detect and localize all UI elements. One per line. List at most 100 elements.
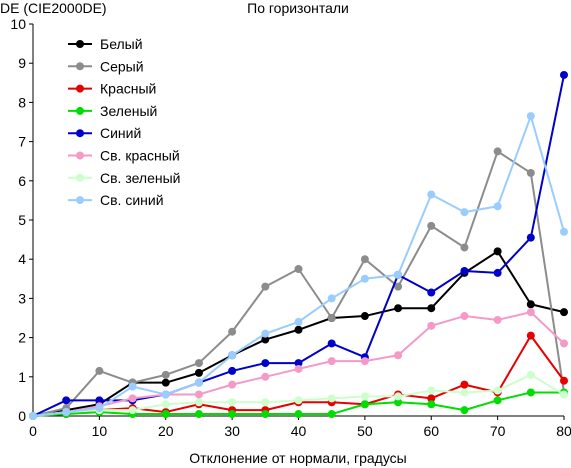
legend: Белый Серый Красный Зеленый Синий Св. красный… [68,36,180,208]
data-point [161,400,170,409]
series-line [32,150,565,417]
data-point [526,370,535,379]
data-point [460,312,469,321]
data-point [526,112,535,121]
data-point [261,282,270,291]
data-point [360,357,369,366]
data-point [427,321,436,330]
data-point [261,335,270,344]
data-point [128,406,137,415]
data-point [228,327,237,336]
axes: 0 1 2 3 4 5 6 7 8 9 10 0 10 20 30 40 50 60 70 80 [10,16,571,439]
data-point [29,412,37,420]
legend-entry: Белый [68,36,143,52]
data-point [95,366,104,375]
y-tick-label: 10 [10,16,26,32]
chart-title: По горизонтали [247,0,349,16]
series-7 [29,370,568,420]
data-point [427,400,436,409]
legend-label: Зеленый [100,103,157,119]
data-point [327,339,336,348]
y-tick-label: 1 [18,369,26,385]
data-point [194,390,203,399]
data-point [560,339,568,348]
data-point [261,398,270,407]
data-point [493,396,502,405]
data-point [427,221,436,230]
data-point [560,227,568,236]
x-tick-label: 60 [423,423,439,439]
data-point [493,147,502,156]
data-point [427,386,436,395]
data-point [294,410,303,419]
data-point [161,390,170,399]
legend-marker [76,151,84,160]
data-point [228,366,237,375]
data-point [526,308,535,317]
x-tick-label: 10 [92,423,108,439]
x-axis-title: Отклонение от нормали, градусы [189,450,406,466]
x-tick-label: 80 [556,423,571,439]
x-tick-label: 20 [158,423,174,439]
data-point [560,70,568,79]
data-point [194,398,203,407]
data-point [194,359,203,368]
data-point [427,288,436,297]
legend-marker [76,62,84,71]
data-point [228,410,237,419]
data-point [460,243,469,252]
data-point [62,396,71,405]
legend-label: Синий [100,125,141,141]
data-point [427,394,436,403]
data-point [194,368,203,377]
data-point [327,410,336,419]
data-point [493,247,502,256]
data-point [360,312,369,321]
data-point [560,376,568,385]
legend-label: Св. зеленый [100,170,180,186]
y-tick-label: 3 [18,290,26,306]
series-2 [29,147,568,420]
legend-marker [76,40,84,48]
legend-label: Серый [100,58,144,74]
data-point [128,394,137,403]
y-tick-label: 6 [18,173,26,189]
y-tick-label: 5 [18,212,26,228]
data-point [294,359,303,368]
data-point [526,388,535,397]
y-tick-label: 4 [18,251,26,267]
data-point [360,255,369,264]
legend-label: Св. красный [100,148,180,164]
data-point [294,317,303,326]
data-point [360,400,369,409]
y-tick-label: 8 [18,94,26,110]
data-point [327,394,336,403]
data-point [560,390,568,399]
data-point [261,329,270,338]
y-tick-label: 0 [18,408,26,424]
data-point [161,410,170,419]
data-point [360,274,369,283]
plot-area [29,70,568,420]
data-point [194,410,203,419]
data-point [526,233,535,242]
data-point [228,351,237,360]
data-point [95,396,104,405]
data-point [95,404,104,413]
x-tick-label: 0 [29,423,37,439]
data-point [228,380,237,389]
legend-marker [76,173,84,182]
data-point [394,282,403,291]
x-tick-label: 30 [224,423,240,439]
y-tick-label: 9 [18,55,26,71]
legend-entry: Зеленый [68,103,157,119]
data-point [526,300,535,309]
data-point [161,370,170,379]
data-point [394,270,403,279]
data-point [294,325,303,334]
x-tick-label: 40 [291,423,307,439]
x-tick-label: 70 [490,423,506,439]
data-point [493,315,502,324]
legend-label: Красный [100,81,156,97]
data-point [394,351,403,360]
